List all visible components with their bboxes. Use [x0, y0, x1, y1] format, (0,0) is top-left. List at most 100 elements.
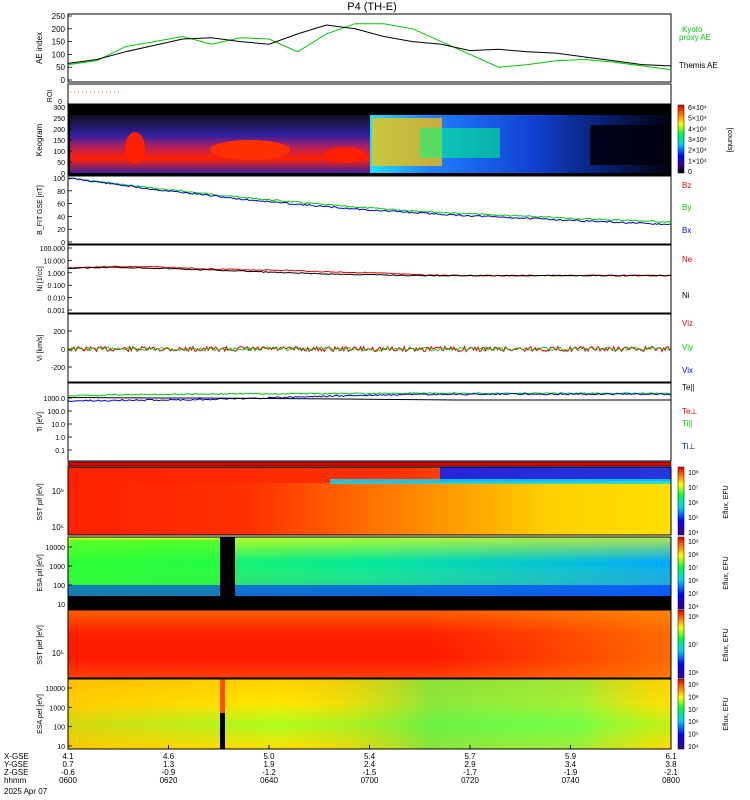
sst-pif-colorbar-tick: 10⁴ [688, 530, 699, 537]
sst-pef-ylabel: SST pef [eV] [37, 625, 44, 665]
sst-pef-colorbar-tick: 10⁸ [688, 614, 699, 621]
esa-pif-colorbar-tick: 10⁵ [688, 591, 699, 598]
keogram-tick-label: 100 [53, 149, 65, 156]
sst-pif-ylabel: SST pif [eV] [37, 483, 44, 520]
ni-tick-label: 0.100 [47, 283, 65, 290]
keogram-tick-label: 300 [53, 105, 65, 112]
sst-pif-colorbar [677, 466, 685, 536]
keogram-colorbar-tick: 4×10⁴ [688, 126, 707, 133]
ae-themis-line [67, 24, 672, 67]
bfit-tick-label: 40 [57, 214, 65, 221]
ae-frame [67, 13, 672, 83]
ae-ylabel: AE index [35, 32, 44, 64]
x-tick-xgse: 5.9 [565, 752, 577, 761]
esa-pif-yticks: 10000 1000 100 10 [46, 545, 72, 609]
keogram-colorbar-tick: 2×10⁴ [688, 148, 707, 155]
sst-pif-colorbar-tick: 10⁵ [688, 515, 699, 522]
vi-frame [67, 313, 672, 383]
legend-themis-ae: Themis AE [679, 61, 718, 70]
keogram-blob-3 [325, 147, 365, 163]
keogram-right-patch-2 [420, 128, 500, 158]
vi-panel: Vi [km/s] 200 0 -200 Viz Viy Vix [37, 313, 693, 383]
bfit-frame [67, 175, 672, 245]
bfit-panel: B_FIT GSE [nT] 100 80 60 40 20 0 Bz By Bx [37, 175, 691, 247]
vi-tick-label: 200 [53, 329, 65, 336]
esa-pef-gap [220, 713, 225, 749]
ti-tick-label: 1000.0 [44, 396, 66, 403]
legend-bx: Bx [682, 226, 691, 235]
esa-pif-colorbar-tick: 10⁶ [688, 578, 699, 585]
ti-frame [67, 382, 672, 462]
xrow-label-hhmm: hhmm [4, 776, 27, 785]
sst-pef-colorbar-tick: 10⁷ [688, 642, 699, 649]
sst-pif-colorbar-tick: 10⁶ [688, 500, 699, 507]
ae-tick-label: 200 [52, 25, 66, 34]
sst-pif-top-cyan [330, 479, 671, 484]
ni-tick-label: 1.000 [47, 271, 65, 278]
sst-pif-colorbar-ticks: 10⁸ 10⁷ 10⁶ 10⁵ 10⁴ [688, 470, 699, 537]
x-tick-time: 0720 [461, 776, 479, 785]
ti-ti-perp-line [67, 392, 672, 403]
sst-pif-panel: SST pif [eV] 10⁶ 10⁵ 10⁸ 10⁷ 10⁶ 10⁵ 10⁴ Efl… [37, 466, 730, 537]
keogram-tick-label: 200 [53, 127, 65, 134]
ti-tick-label: 0.1 [55, 448, 65, 455]
x-tick-xgse: 6.1 [665, 752, 677, 761]
legend-bz: Bz [682, 181, 691, 190]
x-tick-time: 0700 [361, 776, 379, 785]
x-tick-zgse: -1.5 [363, 768, 377, 777]
x-tick-ygse: 0.7 [62, 760, 74, 769]
esa-pif-colorbar [677, 536, 685, 610]
x-tick-zgse: -1.2 [262, 768, 276, 777]
x-tick-xgse: 4.6 [163, 752, 175, 761]
x-tick-xgse: 5.0 [263, 752, 275, 761]
keogram-tick-label: 250 [53, 116, 65, 123]
sst-pef-colorbar-label: Eflux, EFU [723, 628, 730, 661]
sst-pef-shade [68, 610, 671, 678]
keogram-colorbar [677, 104, 685, 174]
esa-pef-colorbar-tick: 10⁵ [688, 732, 699, 739]
ni-panel: Ni [1/cc] 100.000 10.000 1.000 0.100 0.010 0.… [37, 244, 693, 315]
x-tick-ygse: 3.4 [565, 760, 577, 769]
x-tick-zgse: -1.9 [564, 768, 578, 777]
ni-ni-line [67, 266, 672, 277]
ae-tick-label: 150 [52, 38, 66, 47]
esa-pif-colorbar-ticks: 10⁹ 10⁸ 10⁷ 10⁶ 10⁵ 10⁴ [688, 539, 699, 611]
esa-pef-colorbar [677, 678, 685, 750]
vi-tick-label: 0 [61, 347, 65, 354]
vi-tick-label: -200 [51, 365, 65, 372]
keogram-colorbar-tick: 1×10⁴ [688, 158, 707, 165]
esa-pif-colorbar-tick: 10⁹ [688, 539, 699, 546]
vi-ylabel: Vi [km/s] [37, 335, 44, 362]
keogram-ylabel: Keogram [35, 123, 44, 156]
ti-tick-label: 1.0 [55, 435, 65, 442]
bfit-tick-label: 100 [53, 176, 65, 183]
legend-by: By [682, 203, 691, 212]
keogram-tick-label: 50 [57, 160, 65, 167]
xrow-label-zgse: Z-GSE [4, 768, 28, 777]
ti-panel: Ti [eV] 1000.0 100.0 10.0 1.0 0.1 Te|| Te⊥ T… [37, 382, 697, 462]
roi-ylabel: ROI [47, 90, 54, 103]
bfit-tick-label: 60 [57, 202, 65, 209]
legend-ti-perp: Ti⊥ [682, 442, 695, 451]
xrow-label-date: 2025 Apr 07 [4, 787, 48, 796]
esa-pef-colorbar-label: Eflux, EFU [723, 697, 730, 730]
esa-pif-low-band [68, 585, 671, 599]
esa-pif-colorbar-tick: 10⁴ [688, 604, 699, 611]
sst-pif-top-blue [440, 467, 671, 481]
x-tick-zgse: -0.6 [61, 768, 75, 777]
bfit-yticks: 100 80 60 40 20 0 [53, 176, 72, 247]
esa-pif-data-gap [220, 537, 235, 609]
esa-pef-tick-label: 100 [53, 725, 65, 732]
x-tick-ygse: 1.3 [163, 760, 175, 769]
ti-yticks: 1000.0 100.0 10.0 1.0 0.1 [44, 396, 72, 455]
esa-pif-tick-label: 10000 [46, 545, 66, 552]
keogram-tick-label: 0 [61, 171, 65, 178]
ni-tick-label: 0.010 [47, 296, 65, 303]
x-tick-ygse: 2.4 [364, 760, 376, 769]
esa-pef-gap-top [220, 679, 225, 713]
ae-tick-label: 50 [56, 63, 65, 72]
esa-pef-tick-label: 10000 [46, 686, 66, 693]
